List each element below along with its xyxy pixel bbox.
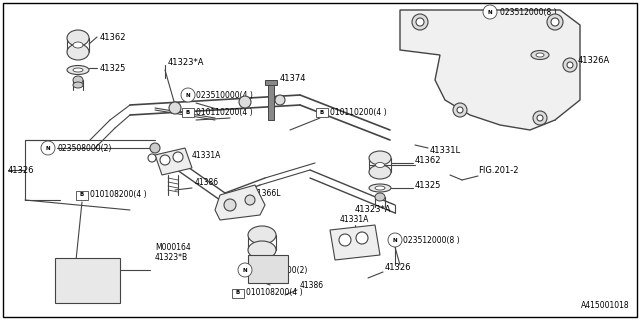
Text: N: N bbox=[393, 237, 397, 243]
Text: B: B bbox=[236, 291, 240, 295]
Text: 41331L: 41331L bbox=[430, 146, 461, 155]
Circle shape bbox=[245, 195, 255, 205]
Text: N: N bbox=[45, 146, 51, 150]
Ellipse shape bbox=[375, 193, 385, 201]
Ellipse shape bbox=[536, 53, 544, 57]
Circle shape bbox=[416, 18, 424, 26]
Text: 41362: 41362 bbox=[100, 33, 127, 42]
Text: 41374: 41374 bbox=[280, 74, 307, 83]
Circle shape bbox=[339, 234, 351, 246]
Circle shape bbox=[453, 103, 467, 117]
Polygon shape bbox=[330, 225, 380, 260]
FancyBboxPatch shape bbox=[76, 190, 88, 199]
FancyBboxPatch shape bbox=[316, 108, 328, 116]
Text: 41366L: 41366L bbox=[253, 188, 282, 197]
FancyBboxPatch shape bbox=[232, 289, 244, 298]
Circle shape bbox=[181, 88, 195, 102]
Bar bbox=[265, 80, 277, 85]
Ellipse shape bbox=[531, 51, 549, 60]
Text: 41331A: 41331A bbox=[340, 215, 369, 225]
Text: 023510000(4 ): 023510000(4 ) bbox=[196, 91, 253, 100]
Text: 41325: 41325 bbox=[100, 63, 126, 73]
Bar bbox=[268, 80, 274, 120]
Ellipse shape bbox=[73, 82, 83, 88]
Text: 41325: 41325 bbox=[415, 180, 442, 189]
Ellipse shape bbox=[248, 226, 276, 244]
Text: N: N bbox=[243, 268, 247, 273]
Text: 41326A: 41326A bbox=[578, 55, 611, 65]
Polygon shape bbox=[155, 148, 192, 175]
Circle shape bbox=[551, 18, 559, 26]
Ellipse shape bbox=[369, 165, 391, 179]
Circle shape bbox=[275, 95, 285, 105]
Ellipse shape bbox=[73, 76, 83, 84]
Text: N: N bbox=[186, 92, 190, 98]
Circle shape bbox=[563, 58, 577, 72]
Circle shape bbox=[41, 141, 55, 155]
Text: 023512000(8 ): 023512000(8 ) bbox=[500, 7, 557, 17]
Circle shape bbox=[356, 232, 368, 244]
Text: FIG.201-2: FIG.201-2 bbox=[478, 165, 518, 174]
Circle shape bbox=[533, 111, 547, 125]
Circle shape bbox=[150, 143, 160, 153]
Circle shape bbox=[160, 155, 170, 165]
Ellipse shape bbox=[375, 186, 385, 190]
Text: 41323*B: 41323*B bbox=[155, 253, 188, 262]
Circle shape bbox=[173, 152, 183, 162]
Text: 41310: 41310 bbox=[63, 285, 90, 294]
Ellipse shape bbox=[67, 30, 89, 46]
Ellipse shape bbox=[67, 44, 89, 60]
Circle shape bbox=[412, 14, 428, 30]
Text: 010110200(4 ): 010110200(4 ) bbox=[196, 108, 253, 116]
Text: B: B bbox=[320, 109, 324, 115]
Bar bbox=[248, 255, 288, 283]
Text: 023508000(2): 023508000(2) bbox=[253, 266, 307, 275]
Text: 41386: 41386 bbox=[195, 178, 219, 187]
Text: 41326: 41326 bbox=[385, 262, 412, 271]
Circle shape bbox=[567, 62, 573, 68]
Circle shape bbox=[483, 5, 497, 19]
Circle shape bbox=[238, 263, 252, 277]
Text: 41386: 41386 bbox=[300, 281, 324, 290]
Polygon shape bbox=[215, 185, 265, 220]
Text: 023512000(8 ): 023512000(8 ) bbox=[403, 236, 460, 244]
Text: N: N bbox=[488, 10, 492, 14]
Text: 41326: 41326 bbox=[8, 165, 35, 174]
Circle shape bbox=[148, 154, 156, 162]
Circle shape bbox=[547, 14, 563, 30]
Circle shape bbox=[388, 233, 402, 247]
Text: 41323*A: 41323*A bbox=[355, 205, 392, 214]
Ellipse shape bbox=[67, 66, 89, 75]
Circle shape bbox=[224, 199, 236, 211]
Text: 41323*A: 41323*A bbox=[168, 58, 205, 67]
Ellipse shape bbox=[376, 163, 385, 167]
Text: M000164: M000164 bbox=[155, 243, 191, 252]
Ellipse shape bbox=[73, 68, 83, 72]
Polygon shape bbox=[400, 10, 580, 130]
Bar bbox=[55, 258, 120, 303]
Text: 41331A: 41331A bbox=[192, 150, 221, 159]
Ellipse shape bbox=[248, 241, 276, 259]
Text: 010108200(4 ): 010108200(4 ) bbox=[90, 190, 147, 199]
Ellipse shape bbox=[369, 184, 391, 192]
Circle shape bbox=[537, 115, 543, 121]
Text: B: B bbox=[186, 109, 190, 115]
Text: 010108200(4 ): 010108200(4 ) bbox=[246, 289, 303, 298]
Text: 023508000(2): 023508000(2) bbox=[57, 143, 111, 153]
Text: 41362: 41362 bbox=[415, 156, 442, 164]
Text: B: B bbox=[80, 193, 84, 197]
Ellipse shape bbox=[369, 151, 391, 165]
Ellipse shape bbox=[73, 42, 83, 48]
Text: A415001018: A415001018 bbox=[581, 300, 630, 309]
FancyBboxPatch shape bbox=[182, 108, 194, 116]
Circle shape bbox=[457, 107, 463, 113]
Circle shape bbox=[239, 96, 251, 108]
Circle shape bbox=[169, 102, 181, 114]
Text: 010110200(4 ): 010110200(4 ) bbox=[330, 108, 387, 116]
